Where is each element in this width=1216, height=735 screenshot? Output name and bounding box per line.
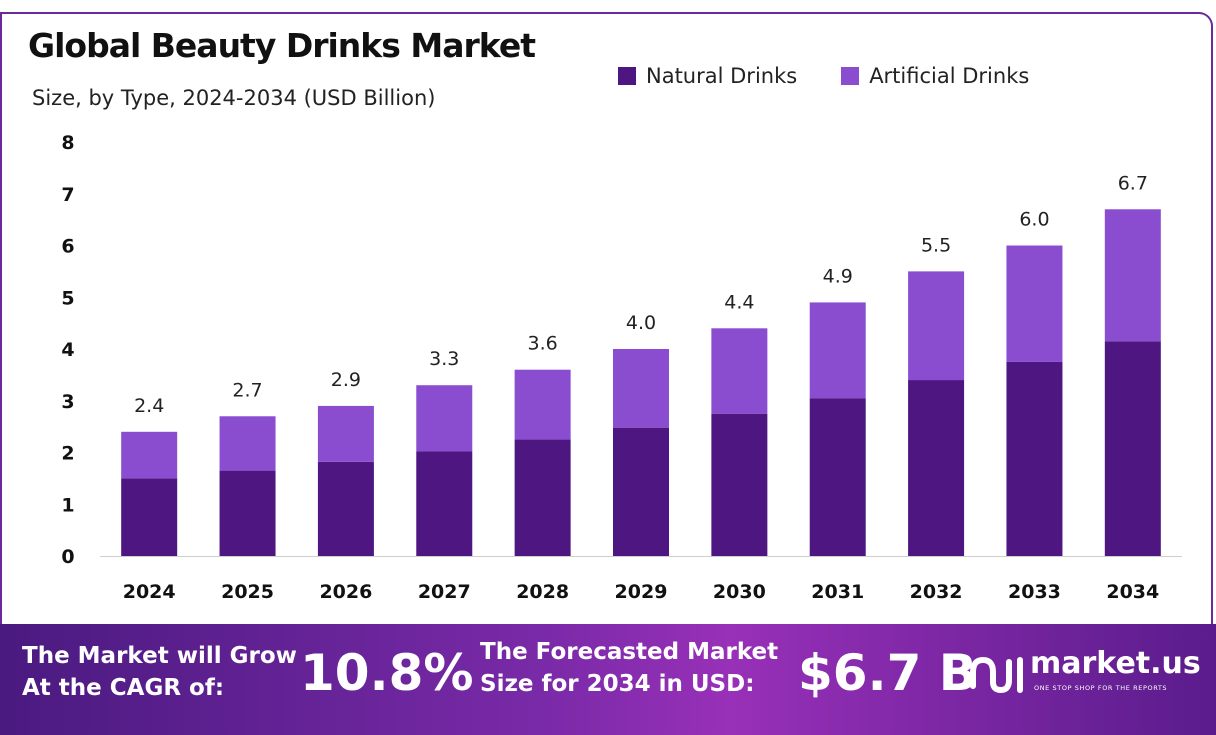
x-tick-label: 2028	[516, 581, 569, 603]
bar-total-label: 4.9	[823, 265, 853, 287]
legend: Natural Drinks Artificial Drinks	[618, 64, 1029, 88]
bar-natural	[1006, 361, 1063, 556]
bar-natural	[711, 413, 768, 556]
y-tick-label: 0	[61, 546, 74, 568]
bar-natural	[317, 461, 374, 556]
y-tick-label: 4	[61, 339, 74, 361]
y-tick-label: 1	[61, 494, 74, 516]
bar-natural	[219, 470, 276, 556]
bar-artificial	[121, 431, 178, 479]
cagr-label-line2: At the CAGR of:	[22, 675, 225, 701]
chart-title: Global Beauty Drinks Market	[28, 26, 536, 65]
bar-artificial	[1104, 209, 1161, 342]
x-tick-label: 2030	[713, 581, 766, 603]
bar-total-label: 3.6	[528, 333, 558, 355]
bar-natural	[809, 398, 866, 556]
x-tick-label: 2029	[615, 581, 668, 603]
bar-total-label: 2.4	[134, 395, 164, 417]
chart-subtitle: Size, by Type, 2024-2034 (USD Billion)	[32, 86, 436, 110]
bar-natural	[908, 380, 965, 556]
x-tick-label: 2025	[221, 581, 274, 603]
legend-item-artificial: Artificial Drinks	[841, 64, 1029, 88]
x-tick-label: 2034	[1106, 581, 1159, 603]
bar-total-label: 4.4	[724, 291, 754, 313]
x-tick-label: 2032	[910, 581, 963, 603]
bar-artificial	[809, 302, 866, 399]
market-us-logo-icon	[970, 656, 1023, 694]
x-tick-label: 2026	[319, 581, 372, 603]
bar-total-label: 6.7	[1118, 172, 1148, 194]
bar-total-label: 4.0	[626, 312, 656, 334]
bar-total-label: 2.9	[331, 369, 361, 391]
y-tick-label: 6	[61, 236, 74, 258]
bar-total-label: 6.0	[1019, 209, 1049, 231]
legend-label-artificial: Artificial Drinks	[869, 64, 1030, 88]
bar-natural	[121, 478, 178, 556]
bar-artificial	[416, 385, 473, 452]
bar-chart: 0 1 2 3 4 5 6 7 8 2.4 2024 2.7 2025 2.9 2026 3.3 2027 3.6…	[61, 132, 1182, 603]
legend-swatch-natural	[618, 67, 636, 85]
bar-artificial	[219, 416, 276, 471]
legend-item-natural: Natural Drinks	[618, 64, 797, 88]
bar-artificial	[711, 328, 768, 414]
y-tick-label: 3	[61, 391, 74, 413]
logo-tagline: ONE STOP SHOP FOR THE REPORTS	[1034, 684, 1168, 692]
bar-natural	[514, 439, 571, 556]
x-tick-label: 2024	[123, 581, 176, 603]
y-tick-label: 8	[61, 132, 74, 154]
bar-artificial	[317, 405, 374, 462]
bar-natural	[1104, 341, 1161, 556]
legend-label-natural: Natural Drinks	[646, 64, 798, 88]
bar-artificial	[514, 369, 571, 440]
bar-artificial	[1006, 245, 1063, 362]
bar-artificial	[908, 271, 965, 381]
x-tick-label: 2027	[418, 581, 471, 603]
bar-natural	[416, 451, 473, 556]
summary-banner: The Market will Grow At the CAGR of: 10.…	[0, 624, 1216, 735]
bar-artificial	[613, 349, 669, 428]
legend-swatch-artificial	[841, 67, 860, 85]
forecast-value: $6.7 B	[798, 644, 977, 702]
forecast-label-line1: The Forecasted Market	[480, 639, 779, 665]
cagr-value: 10.8%	[300, 644, 474, 702]
bar-total-label: 2.7	[232, 379, 262, 401]
logo-wordmark: market.us	[1030, 646, 1201, 681]
y-tick-label: 2	[61, 443, 74, 465]
y-tick-label: 5	[61, 287, 74, 309]
bar-natural	[613, 427, 669, 556]
x-tick-label: 2031	[811, 581, 864, 603]
forecast-label-line2: Size for 2034 in USD:	[480, 671, 755, 697]
bar-total-label: 5.5	[921, 234, 951, 256]
y-tick-label: 7	[61, 184, 74, 206]
cagr-label-line1: The Market will Grow	[22, 643, 297, 669]
x-tick-label: 2033	[1008, 581, 1061, 603]
bar-total-label: 3.3	[429, 348, 459, 370]
